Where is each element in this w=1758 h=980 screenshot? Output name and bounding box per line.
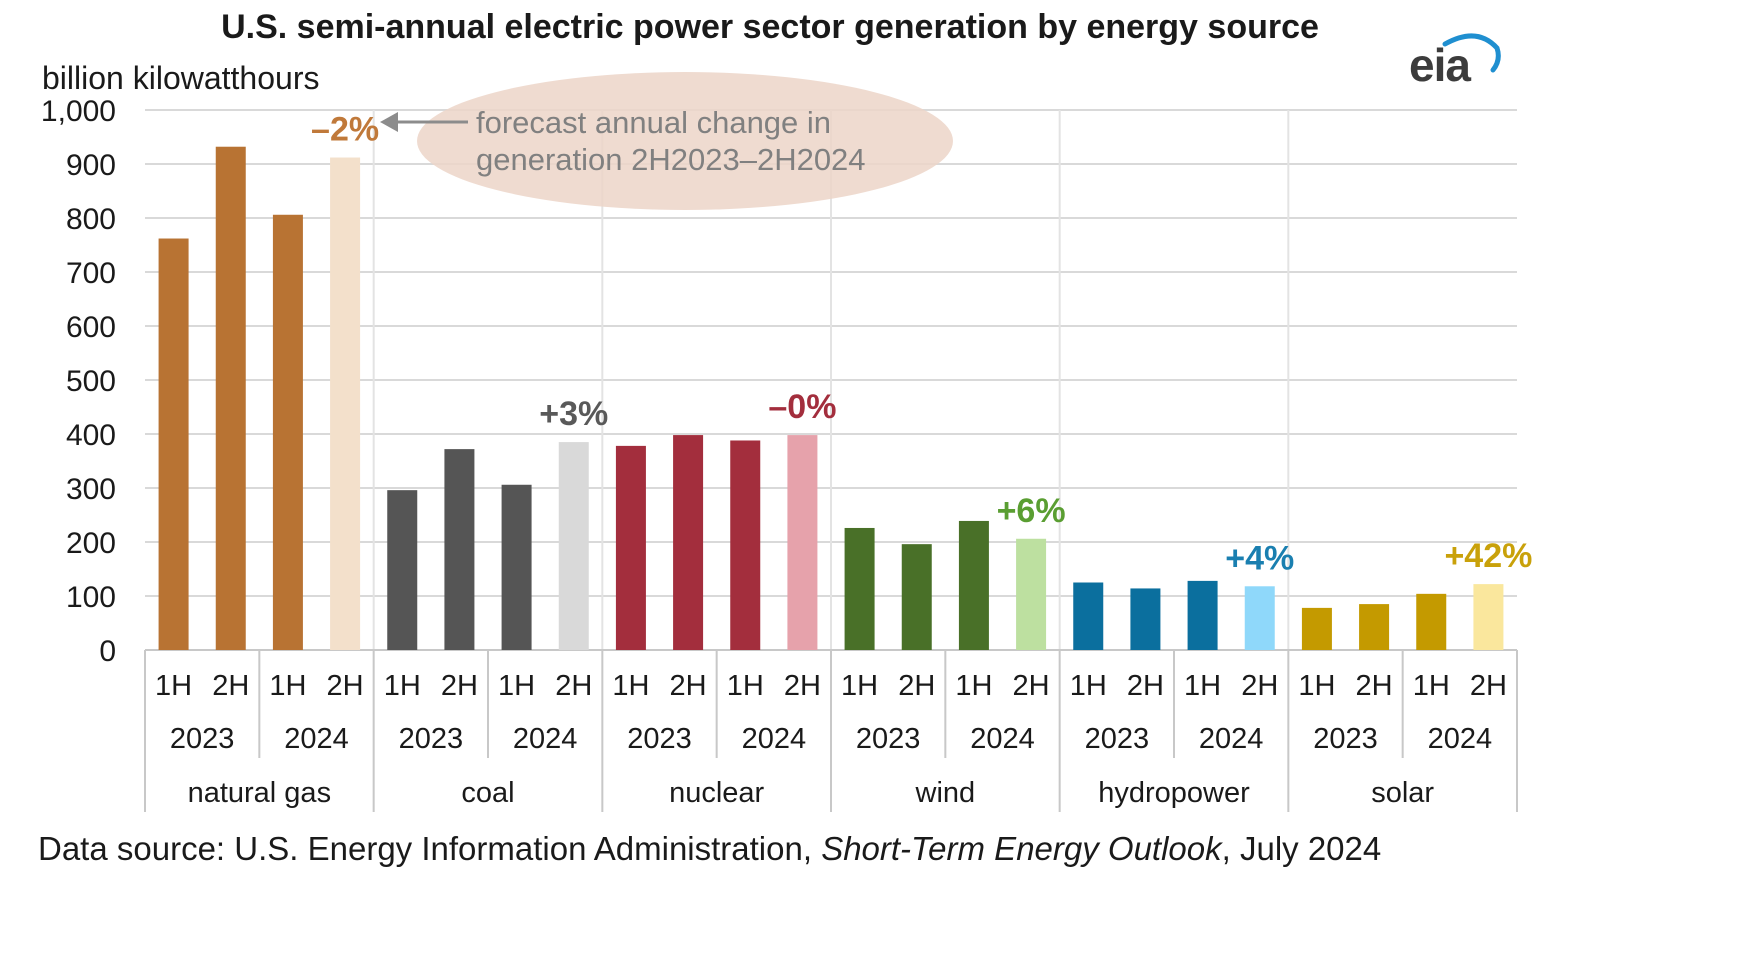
half-year-label: 2H [1127,670,1164,702]
year-label: 2024 [284,723,349,755]
half-year-label: 2H [1470,670,1507,702]
year-label: 2024 [970,723,1035,755]
energy-source-label: wind [915,777,976,809]
y-tick-label: 700 [66,257,116,290]
logo-text: eia [1409,39,1471,91]
forecast-change-label: –2% [311,111,379,149]
bar [444,449,475,650]
energy-source-label: hydropower [1098,777,1250,809]
forecast-change-label: +6% [997,492,1066,530]
half-year-label: 2H [1356,670,1393,702]
forecast-change-label: –0% [768,388,836,426]
y-tick-label: 1,000 [41,95,116,128]
energy-source-label: natural gas [188,777,332,809]
bar [844,527,875,650]
bar [1187,580,1218,650]
y-tick-label: 0 [99,635,116,668]
bar [1016,538,1047,650]
source-suffix: , July 2024 [1221,830,1382,867]
energy-source-label: nuclear [669,777,764,809]
half-year-label: 1H [384,670,421,702]
bar [958,520,989,650]
half-year-label: 1H [1184,670,1221,702]
y-tick-label: 100 [66,581,116,614]
half-year-label: 2H [898,670,935,702]
half-year-label: 2H [212,670,249,702]
y-tick-label: 600 [66,311,116,344]
year-label: 2023 [1085,723,1150,755]
half-year-label: 1H [612,670,649,702]
half-year-label: 2H [441,670,478,702]
bar [272,214,303,650]
year-label: 2024 [513,723,578,755]
bar [1130,588,1161,650]
half-year-label: 2H [327,670,364,702]
bar [1359,604,1390,650]
source-title: Short-Term Energy Outlook [821,830,1222,867]
y-axis-label: billion kilowatthours [42,60,320,96]
year-label: 2023 [627,723,692,755]
half-year-label: 1H [269,670,306,702]
year-label: 2024 [1428,723,1493,755]
year-label: 2023 [1313,723,1378,755]
half-year-label: 1H [841,670,878,702]
half-year-label: 1H [1298,670,1335,702]
half-year-label: 1H [1413,670,1450,702]
bar [330,157,361,650]
bar [730,440,761,650]
bar [215,146,246,650]
half-year-label: 2H [784,670,821,702]
year-label: 2023 [170,723,235,755]
annotation-text-line2: generation 2H2023–2H2024 [476,142,866,177]
y-tick-label: 300 [66,473,116,506]
half-year-label: 1H [498,670,535,702]
bar [501,484,532,650]
data-source-note: Data source: U.S. Energy Information Adm… [38,830,1381,868]
bar [1073,582,1104,650]
energy-source-label: solar [1371,777,1434,809]
forecast-change-label: +42% [1444,537,1532,575]
y-tick-label: 500 [66,365,116,398]
y-tick-label: 400 [66,419,116,452]
bar [1473,584,1504,650]
year-label: 2023 [856,723,921,755]
y-tick-label: 200 [66,527,116,560]
bar [558,442,589,650]
bar [387,490,418,650]
half-year-label: 1H [727,670,764,702]
bar [673,435,704,650]
bar-chart: 0 100 200 300 400 500 600 700 800 900 1,000 1H 2H 1H 2… [41,72,1532,812]
bar [787,435,818,650]
bar [615,445,646,650]
annotation-text-line1: forecast annual change in [476,105,831,140]
source-prefix: Data source: U.S. Energy Information Adm… [38,830,822,867]
year-label: 2024 [742,723,807,755]
year-label: 2023 [399,723,464,755]
chart-title: U.S. semi-annual electric power sector g… [221,8,1319,46]
bar [901,544,932,650]
y-tick-label: 900 [66,149,116,182]
bar [1244,586,1275,650]
eia-logo: eia [1405,26,1505,96]
y-tick-label: 800 [66,203,116,236]
year-label: 2024 [1199,723,1264,755]
annotation-bubble [417,72,953,210]
half-year-label: 1H [1070,670,1107,702]
half-year-label: 1H [955,670,992,702]
forecast-change-label: +4% [1225,539,1294,577]
logo-swoosh-icon [1442,33,1501,73]
energy-source-label: coal [461,777,514,809]
half-year-label: 2H [1013,670,1050,702]
bar [1301,607,1332,650]
half-year-label: 2H [1241,670,1278,702]
forecast-change-label: +3% [539,395,608,433]
half-year-label: 1H [155,670,192,702]
half-year-label: 2H [670,670,707,702]
bar [1416,593,1447,650]
bar [158,238,189,650]
half-year-label: 2H [555,670,592,702]
annotation-arrowhead [380,112,398,132]
